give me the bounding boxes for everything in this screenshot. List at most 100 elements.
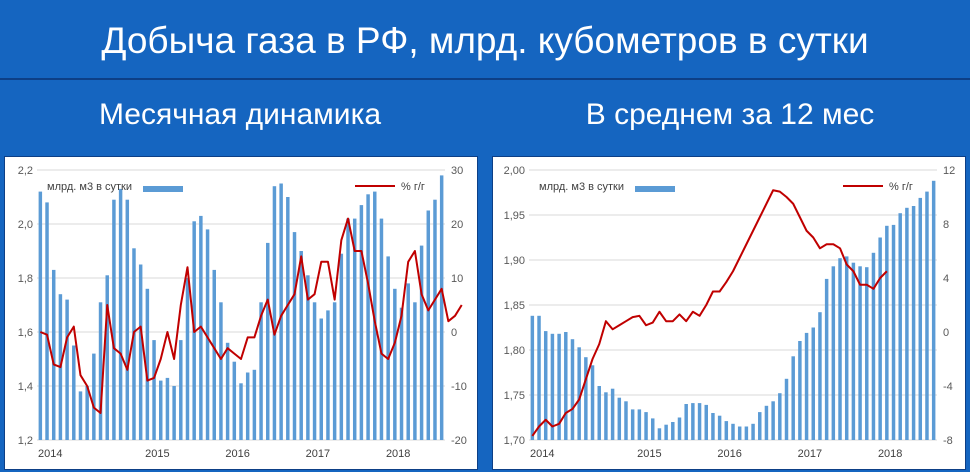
bar — [664, 424, 668, 440]
bar — [419, 245, 424, 440]
bar — [159, 380, 163, 440]
bar — [905, 207, 909, 440]
bar — [911, 206, 916, 440]
x-tick-label: 2018 — [878, 448, 902, 460]
y-tick-label: 1,80 — [504, 345, 525, 357]
bar — [346, 218, 350, 440]
bar — [179, 340, 183, 440]
bar — [918, 197, 923, 440]
bar — [858, 266, 862, 440]
page-title: Добыча газа в РФ, млрд. кубометров в сут… — [0, 0, 970, 80]
y-tick-label: 1,90 — [504, 255, 525, 267]
bar — [51, 269, 56, 440]
bar — [292, 232, 297, 440]
bar — [98, 302, 103, 440]
legend-line-label: % г/г — [401, 181, 425, 193]
bar — [931, 180, 936, 441]
y-tick-label: 1,75 — [504, 390, 525, 402]
bar — [433, 199, 437, 440]
bar — [299, 251, 303, 440]
x-tick-label: 2014 — [530, 448, 554, 460]
bar — [138, 264, 143, 440]
bar — [764, 405, 769, 440]
legend-bar-label: млрд. м3 в сутки — [47, 181, 132, 193]
bar — [125, 199, 130, 440]
legend-bar-swatch — [635, 186, 675, 192]
bar — [871, 252, 876, 440]
bar — [72, 345, 76, 440]
bar — [811, 327, 815, 440]
bar — [604, 392, 608, 440]
bar — [784, 378, 789, 440]
bar — [644, 412, 648, 440]
bar — [758, 412, 762, 440]
bar — [771, 401, 775, 440]
bar — [266, 242, 270, 440]
bar — [312, 302, 317, 440]
bar — [671, 422, 675, 440]
chart-panel-monthly: 1,2 1,4 1,6 1,8 2,0 2,2 -20 -10 0 10 20 30 2014 2015 2… — [4, 156, 478, 470]
bar — [798, 341, 802, 440]
bar — [399, 307, 404, 440]
bar — [379, 218, 384, 440]
bar — [165, 377, 170, 440]
bar — [245, 372, 250, 440]
bar — [577, 347, 581, 440]
bar — [212, 269, 216, 440]
bar — [697, 403, 702, 440]
bar — [145, 288, 150, 440]
bar — [78, 391, 83, 440]
y-tick-label: 1,70 — [504, 435, 525, 447]
bar — [366, 194, 370, 440]
bar — [306, 275, 310, 440]
y-tick-label: 2,00 — [504, 165, 525, 177]
bar — [891, 224, 896, 440]
bar — [711, 413, 715, 440]
y-tick-label: 1,2 — [18, 435, 33, 447]
bar — [564, 332, 568, 440]
bar — [597, 386, 601, 440]
x-tick-label: 2016 — [717, 448, 741, 460]
bar — [731, 423, 735, 440]
bar — [778, 393, 782, 440]
y-tick-label: 1,4 — [18, 381, 33, 393]
x-tick-label: 2015 — [637, 448, 661, 460]
chart-panel-12m: 1,70 1,75 1,80 1,85 1,90 1,95 2,00 -8 -4 0 4 8 12 201… — [492, 156, 966, 470]
bar — [590, 365, 595, 440]
bar — [105, 275, 109, 440]
bar — [172, 386, 176, 440]
bar — [737, 426, 742, 440]
bar — [751, 423, 755, 440]
bar — [824, 278, 829, 440]
bar — [818, 312, 822, 440]
legend-bar-swatch — [143, 186, 183, 192]
bar — [185, 278, 190, 440]
bar — [326, 310, 330, 440]
x-tick-label: 2016 — [225, 448, 249, 460]
pct-yoy-line — [531, 189, 888, 437]
y2-tick-label: 30 — [451, 165, 463, 177]
bar — [112, 199, 116, 440]
bar — [791, 356, 795, 440]
bar — [279, 183, 283, 440]
bar — [413, 302, 417, 440]
bar — [704, 404, 708, 440]
bar — [65, 299, 69, 440]
bar — [352, 218, 357, 440]
bar — [637, 409, 642, 440]
legend-line-label: % г/г — [889, 181, 913, 193]
bar — [838, 258, 842, 440]
chart-title-12m: В среднем за 12 мес — [585, 98, 875, 131]
monthly-chart: 1,2 1,4 1,6 1,8 2,0 2,2 -20 -10 0 10 20 30 2014 2015 2… — [18, 165, 467, 460]
bar — [232, 361, 237, 440]
bar — [359, 205, 364, 440]
bar — [239, 383, 243, 440]
bar — [426, 210, 431, 440]
bar — [804, 332, 809, 440]
bar — [339, 253, 344, 440]
bar — [85, 386, 89, 440]
bar — [225, 342, 230, 440]
bar — [925, 191, 929, 440]
y-tick-label: 2,2 — [18, 165, 33, 177]
bar — [286, 197, 290, 440]
